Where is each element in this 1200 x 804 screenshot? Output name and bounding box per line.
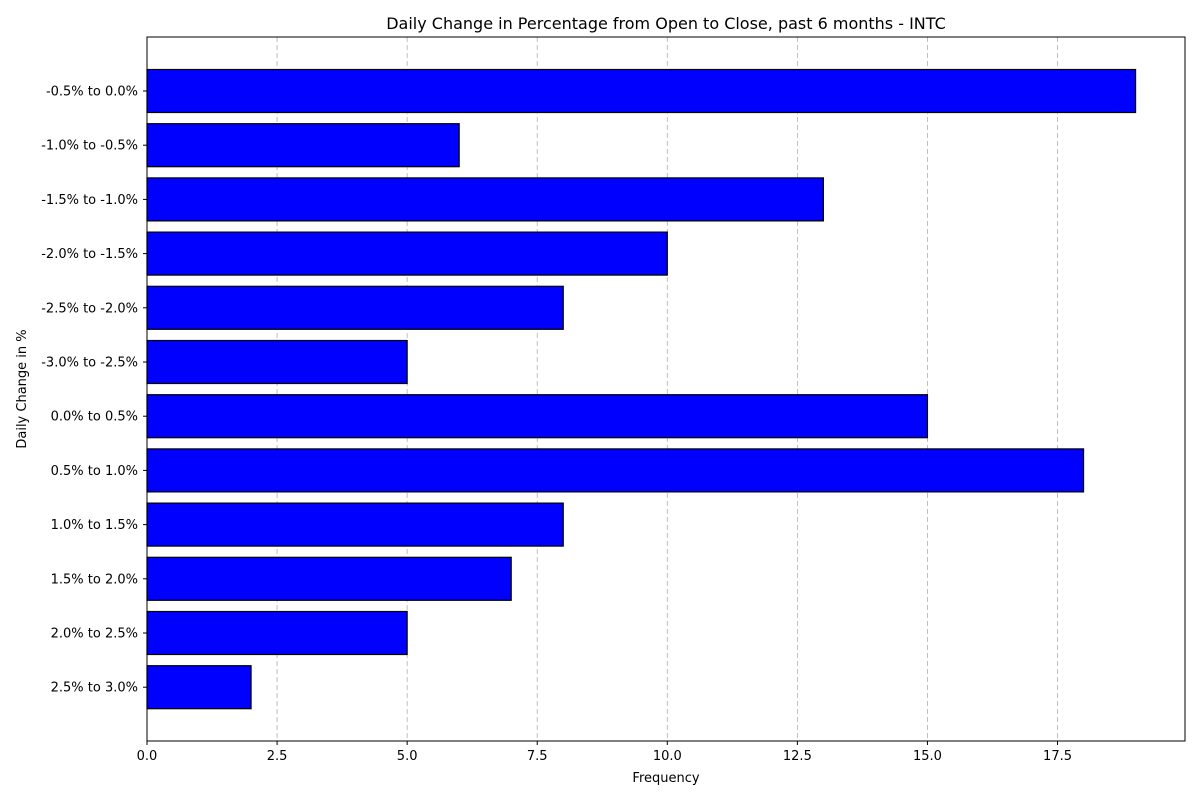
bar-8 bbox=[146, 502, 564, 547]
bar-0 bbox=[146, 68, 1137, 114]
bars bbox=[146, 68, 1137, 710]
y-tick-label-7: 0.5% to 1.0% bbox=[51, 464, 138, 479]
y-tick-label-4: -2.5% to -2.0% bbox=[41, 301, 138, 316]
bar-4 bbox=[146, 285, 564, 330]
x-tick-label-6: 15.0 bbox=[913, 749, 942, 764]
x-tick-label-3: 7.5 bbox=[527, 749, 548, 764]
bar-2 bbox=[146, 177, 824, 222]
plot-frame bbox=[146, 36, 1186, 742]
bar-3 bbox=[146, 231, 668, 276]
y-tick-label-0: -0.5% to 0.0% bbox=[46, 85, 138, 100]
y-tick-label-5: -3.0% to -2.5% bbox=[41, 356, 138, 371]
x-tick-label-0: 0.0 bbox=[137, 749, 158, 764]
y-tick-label-2: -1.5% to -1.0% bbox=[41, 193, 138, 208]
y-tick-label-3: -2.0% to -1.5% bbox=[41, 247, 138, 262]
x-tick-label-7: 17.5 bbox=[1043, 749, 1072, 764]
bar-11 bbox=[146, 665, 252, 710]
bar-9 bbox=[146, 556, 512, 601]
bar-5 bbox=[146, 339, 408, 385]
y-tick-label-11: 2.5% to 3.0% bbox=[51, 681, 138, 696]
x-axis-label: Frequency bbox=[632, 771, 699, 786]
y-tick-label-1: -1.0% to -0.5% bbox=[41, 139, 138, 154]
bar-10 bbox=[146, 610, 408, 656]
y-tick-label-8: 1.0% to 1.5% bbox=[51, 518, 138, 533]
x-tick-label-2: 5.0 bbox=[397, 749, 418, 764]
y-ticks: -0.5% to 0.0% -1.0% to -0.5% -1.5% to -1.0… bbox=[41, 85, 147, 696]
bar-6 bbox=[146, 394, 929, 439]
y-tick-label-9: 1.5% to 2.0% bbox=[51, 572, 138, 587]
bar-1 bbox=[146, 123, 460, 168]
y-tick-label-6: 0.0% to 0.5% bbox=[51, 410, 138, 425]
bar-7 bbox=[146, 448, 1085, 493]
x-tick-label-4: 10.0 bbox=[653, 749, 682, 764]
y-axis-label: Daily Change in % bbox=[15, 329, 30, 448]
x-ticks: 0.0 2.5 5.0 7.5 10.0 12.5 15.0 17.5 bbox=[137, 741, 1072, 764]
x-tick-label-5: 12.5 bbox=[783, 749, 812, 764]
x-tick-label-1: 2.5 bbox=[267, 749, 288, 764]
y-tick-label-10: 2.0% to 2.5% bbox=[51, 627, 138, 642]
chart-title: Daily Change in Percentage from Open to … bbox=[386, 14, 946, 33]
